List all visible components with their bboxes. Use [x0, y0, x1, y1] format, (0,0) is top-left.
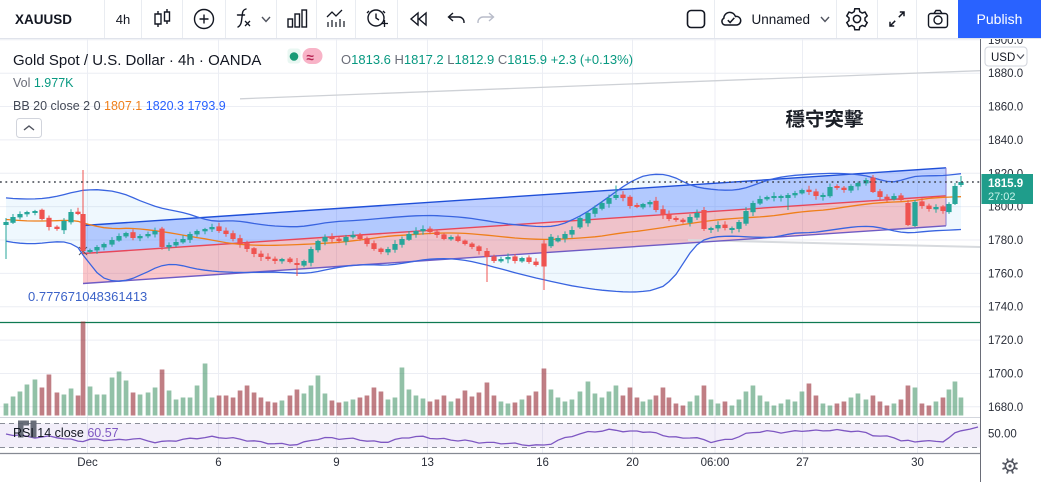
svg-text:1800.0: 1800.0	[988, 202, 1023, 214]
svg-text:1840.0: 1840.0	[988, 135, 1023, 147]
svg-text:13: 13	[421, 457, 434, 469]
svg-text:1815.9: 1815.9	[988, 178, 1023, 190]
svg-text:50.00: 50.00	[988, 429, 1017, 441]
svg-text:1860.0: 1860.0	[988, 102, 1023, 114]
svg-text:Dec: Dec	[77, 457, 98, 469]
svg-text:1720.0: 1720.0	[988, 335, 1023, 347]
svg-text:Vol 1.977K: Vol 1.977K	[13, 76, 74, 90]
svg-text:27: 27	[796, 457, 809, 469]
svg-text:O1813.6 H1817.2 L1812.9 C1815.: O1813.6 H1817.2 L1812.9 C1815.9 +2.3 (+0…	[341, 52, 633, 67]
svg-text:1740.0: 1740.0	[988, 302, 1023, 314]
svg-text:0.777671048361413: 0.777671048361413	[28, 289, 147, 304]
svg-text:6: 6	[215, 457, 221, 469]
svg-text:9: 9	[333, 457, 339, 469]
svg-text:1900.0: 1900.0	[988, 39, 1023, 47]
svg-text:RSI 14 close 60.57: RSI 14 close 60.57	[13, 426, 119, 440]
svg-text:USD: USD	[991, 52, 1015, 64]
svg-text:BB 20 close 2 0 1807.1 1820.: BB 20 close 2 0 1807.1 1820.3 1793.9	[13, 99, 226, 113]
svg-text:27:02: 27:02	[988, 191, 1016, 203]
svg-text:≈: ≈	[307, 50, 315, 65]
svg-text:06:00: 06:00	[701, 457, 730, 469]
svg-text:30: 30	[911, 457, 924, 469]
svg-text:1880.0: 1880.0	[988, 68, 1023, 80]
svg-text:1680.0: 1680.0	[988, 402, 1023, 414]
svg-text:20: 20	[626, 457, 639, 469]
svg-text:1700.0: 1700.0	[988, 369, 1023, 381]
svg-text:1780.0: 1780.0	[988, 235, 1023, 247]
svg-text:Gold Spot / U.S. Dollar · 4h ·: Gold Spot / U.S. Dollar · 4h · OANDA	[13, 52, 261, 69]
svg-text:1760.0: 1760.0	[988, 268, 1023, 280]
svg-text:16: 16	[536, 457, 549, 469]
